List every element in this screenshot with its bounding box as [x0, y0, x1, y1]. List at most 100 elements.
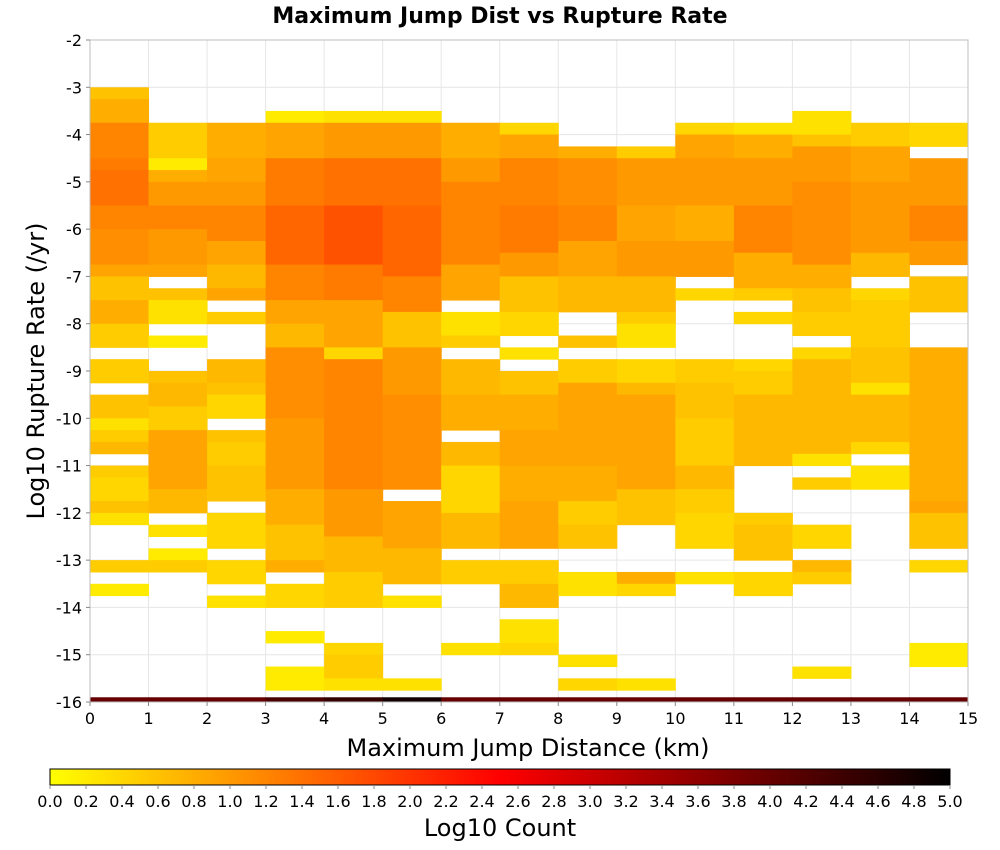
heatmap-cell	[324, 489, 384, 537]
heatmap-cell	[324, 110, 384, 124]
heatmap-cell	[675, 359, 735, 384]
heatmap-cell	[792, 347, 852, 360]
heatmap-cell	[441, 158, 501, 183]
y-tick-label: -9	[66, 362, 82, 381]
heatmap-cell	[382, 205, 442, 277]
heatmap-cell	[850, 382, 910, 396]
heatmap-cell	[90, 99, 150, 124]
colorbar-tick-label: 3.8	[721, 792, 746, 811]
heatmap-cell	[675, 382, 735, 419]
heatmap-cell	[90, 359, 150, 384]
heatmap-cell	[90, 583, 150, 597]
x-tick-label: 4	[319, 709, 329, 728]
heatmap-cell	[382, 595, 442, 608]
heatmap-cell	[675, 418, 735, 467]
colorbar-tick-label: 2.0	[397, 792, 422, 811]
heatmap-cell	[441, 465, 501, 514]
heatmap-cell	[499, 465, 559, 502]
heatmap-cell	[207, 430, 267, 443]
heatmap-cell	[675, 205, 735, 242]
heatmap-cell	[499, 697, 559, 703]
heatmap-cell	[90, 122, 150, 159]
heatmap-cell	[324, 300, 384, 348]
x-tick-label: 10	[665, 709, 685, 728]
colorbar-title: Log10 Count	[424, 814, 576, 842]
heatmap-cell	[616, 323, 676, 348]
colorbar-tick-label: 1.8	[361, 792, 386, 811]
heatmap-cell	[792, 264, 852, 289]
heatmap-cell	[265, 110, 325, 124]
heatmap-cell	[90, 697, 150, 703]
x-tick-label: 14	[899, 709, 919, 728]
heatmap-cell	[499, 619, 559, 644]
heatmap-cell	[265, 631, 325, 644]
colorbar-tick-label: 4.0	[757, 792, 782, 811]
colorbar-tick-label: 1.0	[217, 792, 242, 811]
heatmap-cell	[207, 382, 267, 396]
heatmap-cell	[148, 264, 208, 277]
heatmap-cell	[558, 146, 618, 159]
heatmap-cell	[265, 697, 325, 703]
x-tick-label: 7	[495, 709, 505, 728]
heatmap-cell	[265, 524, 325, 561]
y-tick-label: -14	[56, 598, 82, 617]
heatmap-cell	[499, 394, 559, 431]
heatmap-cell	[733, 394, 793, 455]
heatmap-cell	[792, 666, 852, 679]
heatmap-cell	[733, 512, 793, 526]
heatmap-cell	[148, 288, 208, 301]
heatmap-cell	[733, 288, 793, 301]
heatmap-cell	[441, 560, 501, 585]
heatmap-cell	[499, 158, 559, 206]
heatmap-cell	[850, 465, 910, 490]
heatmap-cell	[616, 697, 676, 703]
heatmap-cell	[441, 181, 501, 266]
heatmap-cell	[148, 371, 208, 384]
heatmap-cell	[792, 359, 852, 455]
heatmap-cell	[324, 359, 384, 490]
heatmap-cell	[499, 347, 559, 360]
heatmap-cell	[733, 252, 793, 289]
heatmap-cell	[499, 501, 559, 549]
heatmap-cell	[90, 276, 150, 301]
heatmap-cell	[90, 477, 150, 502]
heatmap-cell	[90, 394, 150, 419]
heatmap-cell	[733, 571, 793, 597]
heatmap-cell	[90, 323, 150, 348]
heatmap-cell	[792, 110, 852, 136]
heatmap-cell	[148, 430, 208, 490]
heatmap-cell	[207, 560, 267, 585]
heatmap-cell	[90, 418, 150, 431]
heatmap-cell	[324, 347, 384, 360]
heatmap-cell	[850, 441, 910, 455]
heatmap-cell	[324, 571, 384, 608]
heatmap-cell	[733, 453, 793, 467]
heatmap-cell	[850, 181, 910, 206]
heatmap-cell	[792, 571, 852, 585]
heatmap-cell	[148, 548, 208, 561]
heatmap-cell	[909, 560, 969, 573]
colorbar-tick-label: 4.6	[865, 792, 890, 811]
heatmap-cell	[909, 697, 969, 703]
heatmap-cell	[558, 571, 618, 597]
heatmap-cell	[148, 697, 208, 703]
colorbar-tick-label: 1.4	[289, 792, 314, 811]
y-tick-label: -3	[66, 78, 82, 97]
y-tick-label: -6	[66, 220, 82, 239]
heatmap-cell	[733, 524, 793, 561]
heatmap-cell	[207, 240, 267, 266]
heatmap-cell	[90, 229, 150, 266]
y-tick-label: -10	[56, 409, 82, 428]
y-tick-label: -2	[66, 31, 82, 50]
heatmap-cell	[792, 134, 852, 147]
heatmap-cell	[324, 158, 384, 206]
x-tick-label: 11	[724, 709, 744, 728]
heatmap-cell	[324, 264, 384, 301]
heatmap-cell	[733, 371, 793, 396]
heatmap-cell	[90, 300, 150, 325]
heatmap-cell	[909, 240, 969, 266]
heatmap-cell	[90, 441, 150, 455]
heatmap-cell	[148, 382, 208, 407]
colorbar-tick-label: 0.4	[109, 792, 134, 811]
heatmap-cell	[324, 678, 384, 691]
